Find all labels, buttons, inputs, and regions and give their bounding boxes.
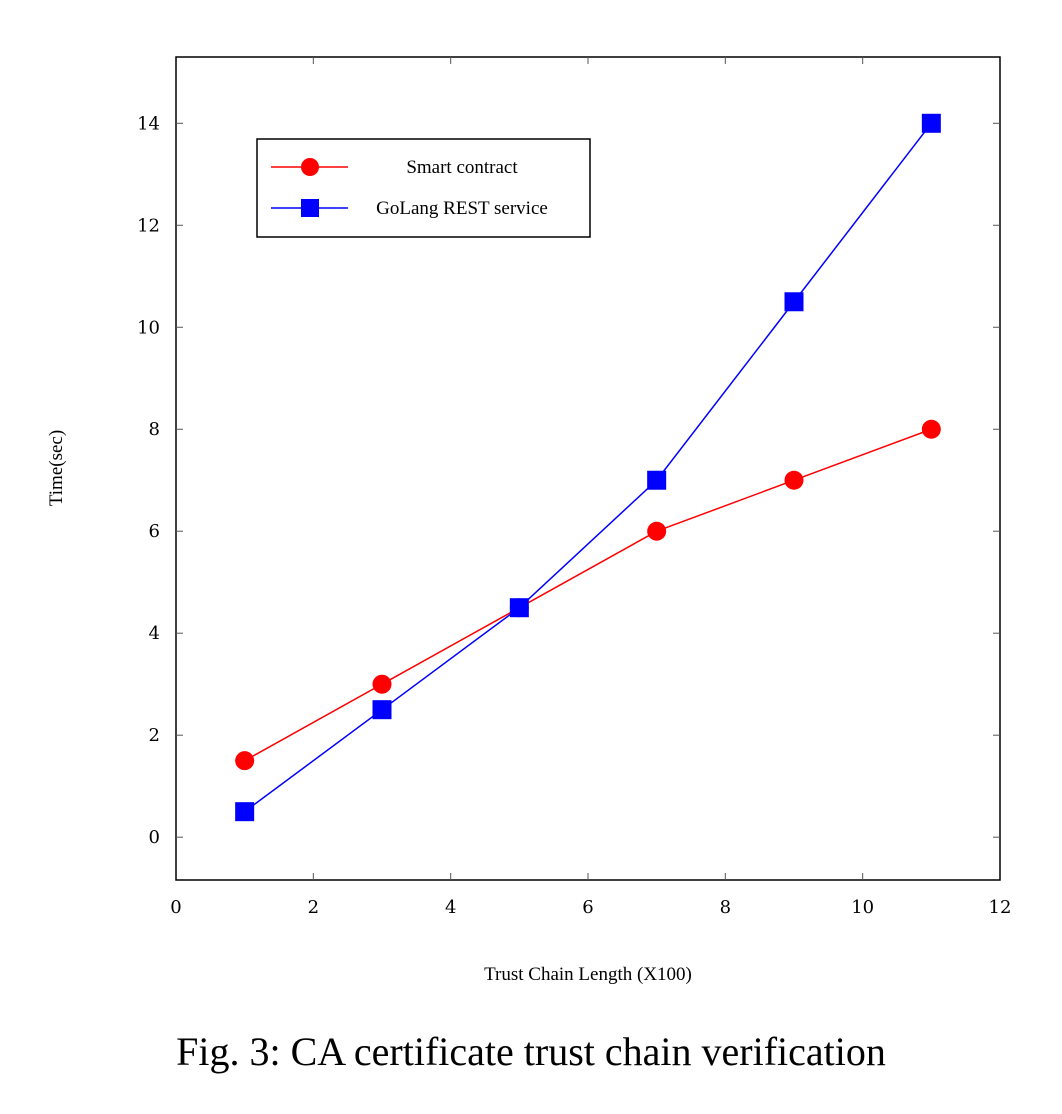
x-tick-label: 2 xyxy=(308,897,319,918)
legend-label-smart-contract: Smart contract xyxy=(406,157,518,178)
y-tick-label: 0 xyxy=(149,827,160,848)
data-point-smart-contract xyxy=(647,521,667,541)
x-tick-label: 0 xyxy=(170,897,181,918)
data-point-smart-contract xyxy=(235,751,255,771)
legend-box xyxy=(256,138,591,238)
figure-caption: Fig. 3: CA certificate trust chain verif… xyxy=(176,1029,886,1074)
legend-marker-golang xyxy=(301,199,319,217)
y-tick-label: 10 xyxy=(137,317,160,338)
legend-marker-smart-contract xyxy=(301,158,319,176)
data-point-golang-rest-service xyxy=(235,802,255,822)
y-tick-label: 4 xyxy=(149,623,160,644)
x-tick-label: 8 xyxy=(720,897,731,918)
data-point-golang-rest-service xyxy=(647,470,667,490)
data-point-golang-rest-service xyxy=(372,700,392,720)
x-tick-label: 12 xyxy=(989,897,1012,918)
data-point-golang-rest-service xyxy=(921,113,941,133)
series-line-golang-rest-service xyxy=(244,122,932,813)
x-tick-label: 4 xyxy=(445,897,456,918)
y-tick-label: 8 xyxy=(149,419,160,440)
x-tick-label: 6 xyxy=(582,897,593,918)
y-tick-label: 12 xyxy=(137,215,160,236)
y-tick-label: 2 xyxy=(149,725,160,746)
y-axis-label: Time(sec) xyxy=(46,430,67,506)
legend: Smart contract GoLang REST service xyxy=(256,138,591,238)
data-point-golang-rest-service xyxy=(509,598,529,618)
x-axis-label: Trust Chain Length (X100) xyxy=(484,964,692,985)
y-tick-label: 14 xyxy=(137,113,160,134)
data-point-smart-contract xyxy=(372,674,392,694)
data-point-smart-contract xyxy=(784,470,804,490)
data-point-golang-rest-service xyxy=(784,292,804,312)
y-tick-label: 6 xyxy=(149,521,160,542)
x-tick-label: 10 xyxy=(851,897,874,918)
series-line-smart-contract xyxy=(244,428,932,762)
data-point-smart-contract xyxy=(921,419,941,439)
legend-label-golang: GoLang REST service xyxy=(376,198,548,219)
